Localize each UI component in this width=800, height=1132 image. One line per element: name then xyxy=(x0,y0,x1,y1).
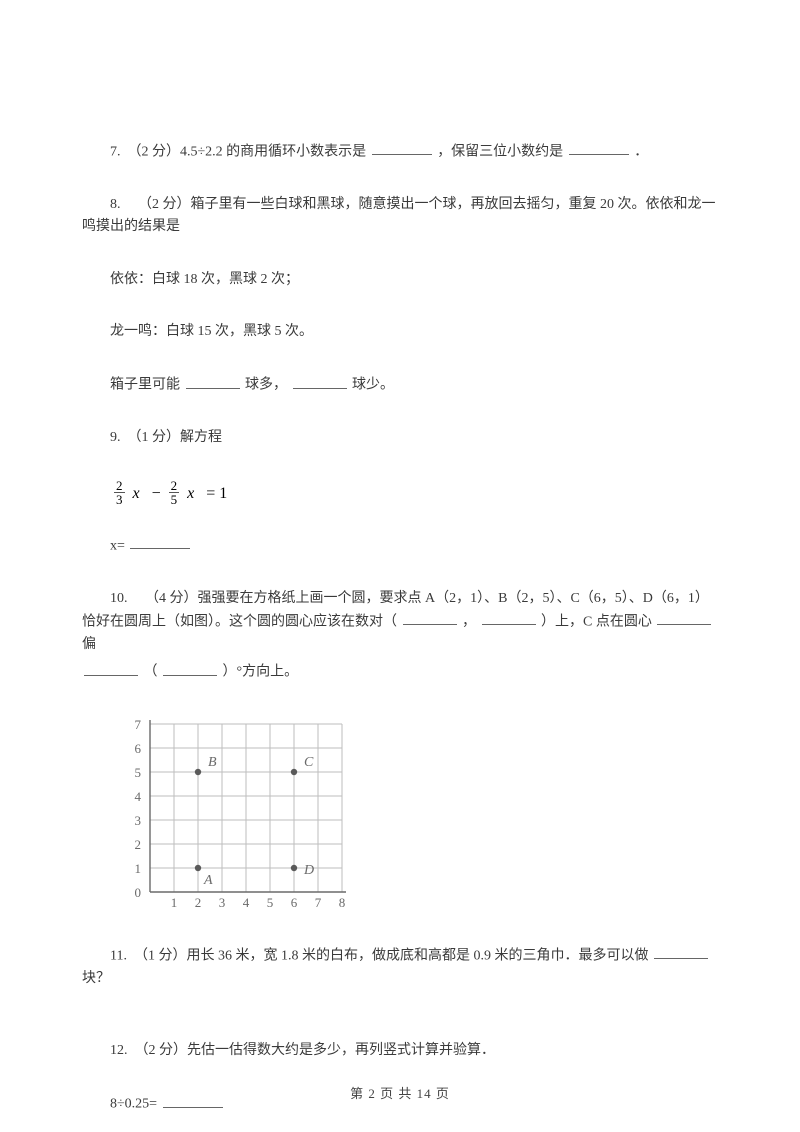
svg-text:2: 2 xyxy=(135,837,142,852)
grid-svg: 1 2 3 4 5 6 7 8 0 1 2 3 4 5 6 7 A B C D xyxy=(120,714,348,914)
q9-frac1: 2 3 xyxy=(114,479,125,507)
q8-line1: 8. （2 分）箱子里有一些白球和黑球，随意摸出一个球，再放回去摇匀，重复 20… xyxy=(82,197,716,234)
q8-blank-2 xyxy=(293,373,347,388)
q10-line1d: 偏 xyxy=(82,637,96,652)
svg-text:5: 5 xyxy=(267,895,274,910)
q10-line1b: ， xyxy=(462,614,476,629)
q9-blank xyxy=(130,534,190,549)
grid-figure: 1 2 3 4 5 6 7 8 0 1 2 3 4 5 6 7 A B C D xyxy=(120,714,718,914)
q9-frac2: 2 5 xyxy=(169,479,180,507)
q10-line1c: ）上，C 点在圆心 xyxy=(541,614,652,629)
q12-title: 12. （2 分）先估一估得数大约是多少，再列竖式计算并验算． xyxy=(110,1043,495,1058)
svg-text:4: 4 xyxy=(243,895,250,910)
question-11: 11. （1 分）用长 36 米，宽 1.8 米的白布，做成底和高都是 0.9 … xyxy=(82,944,718,990)
question-9-equation: 2 3 x − 2 5 x = 1 xyxy=(114,480,718,508)
q10-blank-2 xyxy=(482,610,536,625)
svg-text:0: 0 xyxy=(135,885,142,900)
question-10: 10. （4 分）强强要在方格纸上画一个圆，要求点 A（2，1）、B（2，5）、… xyxy=(82,588,718,657)
svg-text:1: 1 xyxy=(171,895,178,910)
svg-text:5: 5 xyxy=(135,765,142,780)
svg-text:6: 6 xyxy=(135,741,142,756)
q7-blank-1 xyxy=(372,140,432,155)
svg-text:D: D xyxy=(303,863,314,878)
q9-var1: x xyxy=(133,485,140,503)
svg-text:7: 7 xyxy=(135,717,142,732)
q9-frac2-num: 2 xyxy=(169,479,180,494)
q7-text-b: ，保留三位小数约是 xyxy=(437,144,563,159)
svg-text:3: 3 xyxy=(219,895,226,910)
question-8-line4: 箱子里可能 球多， 球少。 xyxy=(82,373,718,397)
question-9-title: 9. （1 分）解方程 xyxy=(82,427,718,449)
q9-frac2-den: 5 xyxy=(169,493,180,507)
question-7: 7. （2 分）4.5÷2.2 的商用循环小数表示是 ，保留三位小数约是 ． xyxy=(82,140,718,164)
q9-minus: − xyxy=(152,485,161,503)
q7-text-a: 7. （2 分）4.5÷2.2 的商用循环小数表示是 xyxy=(110,144,366,159)
q9-title: 9. （1 分）解方程 xyxy=(110,430,222,445)
question-8-line2: 依依：白球 18 次，黑球 2 次； xyxy=(82,269,718,291)
q8-line4a: 箱子里可能 xyxy=(110,378,180,393)
q7-text-c: ． xyxy=(634,144,648,159)
q8-line4b: 球多， xyxy=(245,378,287,393)
page-footer: 第 2 页 共 14 页 xyxy=(0,1083,800,1102)
q7-blank-2 xyxy=(569,140,629,155)
q9-eq: = 1 xyxy=(206,485,227,503)
svg-text:7: 7 xyxy=(315,895,322,910)
q10-blank-3 xyxy=(657,610,711,625)
q10-blank-5 xyxy=(163,660,217,675)
question-10-line2: （ ）°方向上。 xyxy=(82,660,718,684)
question-8-line3: 龙一鸣：白球 15 次，黑球 5 次。 xyxy=(82,321,718,343)
q8-blank-1 xyxy=(186,373,240,388)
q10-blank-1 xyxy=(403,610,457,625)
svg-text:3: 3 xyxy=(135,813,142,828)
question-8-line1: 8. （2 分）箱子里有一些白球和黑球，随意摸出一个球，再放回去摇匀，重复 20… xyxy=(82,194,718,239)
q9-var2: x xyxy=(187,485,194,503)
q8-line3: 龙一鸣：白球 15 次，黑球 5 次。 xyxy=(110,324,313,339)
q11-text-a: 11. （1 分）用长 36 米，宽 1.8 米的白布，做成底和高都是 0.9 … xyxy=(110,948,648,963)
question-12-title: 12. （2 分）先估一估得数大约是多少，再列竖式计算并验算． xyxy=(82,1040,718,1062)
q8-line4c: 球少。 xyxy=(352,378,394,393)
q9-ans-label: x= xyxy=(110,538,125,553)
svg-text:B: B xyxy=(208,755,217,770)
svg-text:4: 4 xyxy=(135,789,142,804)
q10-line2b: ）°方向上。 xyxy=(223,665,299,680)
svg-text:6: 6 xyxy=(291,895,298,910)
q9-frac1-num: 2 xyxy=(114,479,125,494)
q9-frac1-den: 3 xyxy=(114,493,125,507)
q8-line2: 依依：白球 18 次，黑球 2 次； xyxy=(110,272,299,287)
svg-text:A: A xyxy=(203,873,213,888)
svg-text:8: 8 xyxy=(339,895,346,910)
svg-text:2: 2 xyxy=(195,895,202,910)
svg-text:1: 1 xyxy=(135,861,142,876)
q11-blank xyxy=(654,944,708,959)
q10-blank-4 xyxy=(84,660,138,675)
question-9-answer: x= xyxy=(82,534,718,558)
page-body: 7. （2 分）4.5÷2.2 的商用循环小数表示是 ，保留三位小数约是 ． 8… xyxy=(0,0,800,1116)
q10-line2a: （ xyxy=(144,665,158,680)
q11-text-b: 块？ xyxy=(82,971,110,986)
footer-text: 第 2 页 共 14 页 xyxy=(350,1086,450,1101)
svg-text:C: C xyxy=(304,755,314,770)
